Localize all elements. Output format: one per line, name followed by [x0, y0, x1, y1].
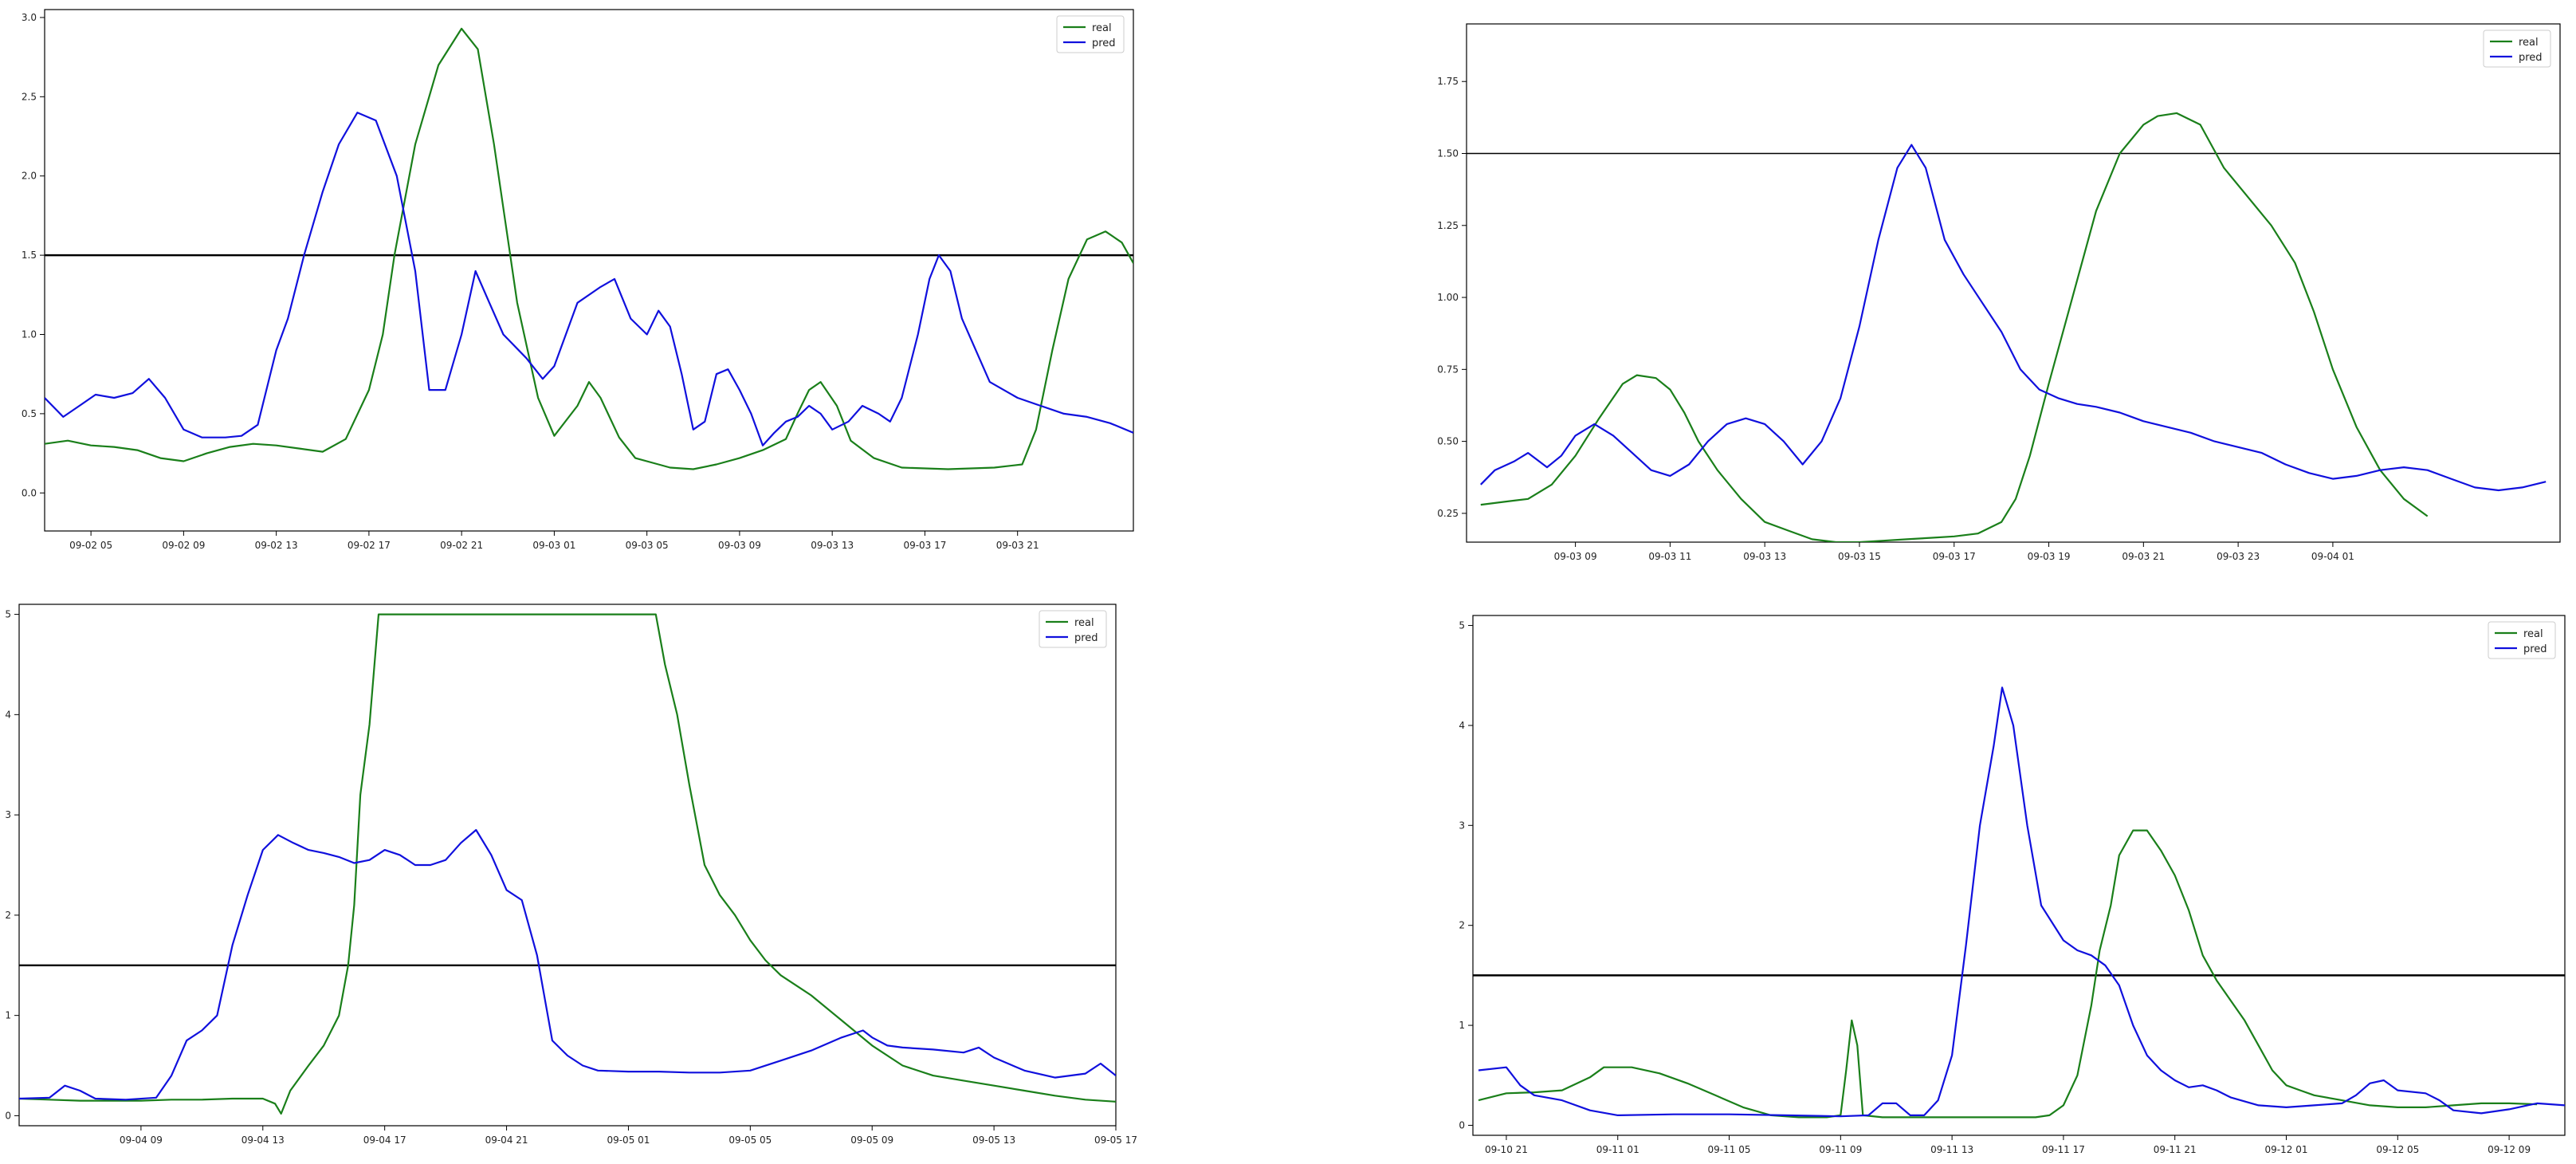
- x-tick-label: 09-03 05: [626, 540, 669, 551]
- y-tick-label: 1.25: [1437, 220, 1459, 231]
- x-tick-label: 09-12 01: [2265, 1144, 2308, 1155]
- y-tick-label: 5: [1459, 620, 1465, 631]
- x-tick-label: 09-03 17: [1933, 551, 1976, 562]
- x-tick-label: 09-03 19: [2028, 551, 2071, 562]
- legend-entry-real: real: [1074, 617, 1094, 629]
- series-line-real: [45, 27, 1133, 470]
- legend-entry-pred: pred: [2519, 52, 2543, 64]
- x-tick-label: 09-04 13: [242, 1135, 285, 1146]
- y-tick-label: 1: [1459, 1020, 1465, 1031]
- x-tick-label: 09-11 05: [1708, 1144, 1751, 1155]
- legend-box: [1039, 610, 1107, 648]
- x-tick-label: 09-04 17: [363, 1135, 406, 1146]
- y-tick-label: 0.75: [1437, 364, 1459, 375]
- plot-frame: [44, 9, 1134, 532]
- plot-frame: [1472, 615, 2566, 1136]
- legend-entry-pred: pred: [2523, 643, 2547, 655]
- y-tick-label: 4: [5, 709, 11, 720]
- chart-1: 0.0 0.5 1.0 1.5 2.0 2.5 3.0 09-02 05 09-02 09 09-…: [22, 9, 1134, 551]
- y-tick-label: 0.25: [1437, 508, 1459, 519]
- y-tick-label: 2: [1459, 920, 1465, 931]
- x-tick-label: 09-05 17: [1094, 1135, 1137, 1146]
- y-tick-label: 0.5: [22, 408, 37, 419]
- y-tick-label: 1.5: [22, 250, 37, 261]
- x-tick-label: 09-03 17: [903, 540, 946, 551]
- x-tick-label: 09-04 09: [120, 1135, 163, 1146]
- y-tick-label: 5: [5, 609, 11, 620]
- legend-entry-real: real: [1092, 22, 1112, 34]
- series-line-pred: [1480, 144, 2547, 492]
- x-tick-label: 09-02 05: [69, 540, 112, 551]
- y-tick-label: 3.0: [22, 12, 37, 23]
- series-line-pred: [1478, 686, 2565, 1118]
- y-tick-label: 2: [5, 910, 11, 921]
- series-line-pred: [45, 112, 1133, 446]
- legend-entry-pred: pred: [1092, 37, 1116, 49]
- x-tick-label: 09-02 21: [440, 540, 483, 551]
- legend-box: [2488, 621, 2556, 659]
- chart-4: 0 1 2 3 4 5 09-10 21 09-11 01 09-11 05 09-11 09 09…: [1459, 615, 2566, 1155]
- series-line-pred: [19, 828, 1116, 1101]
- y-tick-label: 3: [1459, 820, 1465, 831]
- y-tick-label: 1.75: [1437, 76, 1459, 87]
- x-tick-label: 09-02 09: [162, 540, 205, 551]
- chart-2: 0.25 0.50 0.75 1.00 1.25 1.50 1.75 09-03 09 09-0…: [1437, 23, 2561, 562]
- y-tick-label: 3: [5, 809, 11, 820]
- plot-frame: [18, 604, 1117, 1127]
- x-tick-label: 09-03 11: [1648, 551, 1691, 562]
- x-tick-label: 09-11 01: [1596, 1144, 1639, 1155]
- y-tick-label: 4: [1459, 720, 1465, 731]
- y-tick-label: 0: [5, 1110, 11, 1121]
- x-tick-label: 09-03 13: [1743, 551, 1786, 562]
- y-tick-label: 1.00: [1437, 292, 1459, 303]
- series-line-real: [1478, 829, 2538, 1119]
- legend-box: [1056, 15, 1125, 53]
- x-tick-label: 09-11 17: [2042, 1144, 2085, 1155]
- x-tick-label: 09-04 21: [485, 1135, 528, 1146]
- x-tick-label: 09-05 01: [607, 1135, 650, 1146]
- x-tick-label: 09-05 13: [972, 1135, 1015, 1146]
- x-tick-label: 09-10 21: [1485, 1144, 1528, 1155]
- x-tick-label: 09-03 09: [718, 540, 761, 551]
- x-tick-label: 09-11 13: [1930, 1144, 1973, 1155]
- legend-entry-real: real: [2519, 37, 2539, 49]
- x-tick-label: 09-04 01: [2311, 551, 2354, 562]
- x-tick-label: 09-11 21: [2154, 1144, 2197, 1155]
- chart-3: 0 1 2 3 4 5 09-04 09 09-04 13 09-04 17 09-04 21 09…: [5, 604, 1137, 1146]
- x-tick-label: 09-03 13: [811, 540, 854, 551]
- y-tick-label: 1.50: [1437, 148, 1459, 159]
- y-tick-label: 0.50: [1437, 436, 1459, 447]
- y-tick-label: 0.0: [22, 487, 37, 498]
- x-tick-label: 09-05 05: [728, 1135, 772, 1146]
- x-tick-label: 09-11 09: [1819, 1144, 1862, 1155]
- legend-entry-real: real: [2523, 628, 2543, 640]
- x-tick-label: 09-03 09: [1554, 551, 1597, 562]
- y-tick-label: 2.5: [22, 91, 37, 102]
- y-tick-label: 2.0: [22, 171, 37, 182]
- x-tick-label: 09-03 21: [2122, 551, 2165, 562]
- y-tick-label: 1: [5, 1010, 11, 1021]
- y-tick-label: 0: [1459, 1119, 1465, 1131]
- x-tick-label: 09-03 21: [996, 540, 1039, 551]
- x-tick-label: 09-02 13: [255, 540, 298, 551]
- x-tick-label: 09-05 09: [850, 1135, 893, 1146]
- plot-frame: [1466, 23, 2561, 543]
- legend-entry-pred: pred: [1074, 632, 1098, 644]
- x-tick-label: 09-03 15: [1838, 551, 1881, 562]
- series-line-real: [19, 613, 1116, 1115]
- x-tick-label: 09-02 17: [348, 540, 391, 551]
- x-tick-label: 09-03 23: [2217, 551, 2260, 562]
- x-tick-label: 09-12 05: [2376, 1144, 2419, 1155]
- series-line-real: [1480, 112, 2429, 542]
- legend-box: [2483, 29, 2551, 68]
- x-tick-label: 09-12 09: [2488, 1144, 2531, 1155]
- y-tick-label: 1.0: [22, 329, 37, 340]
- x-tick-label: 09-03 01: [532, 540, 575, 551]
